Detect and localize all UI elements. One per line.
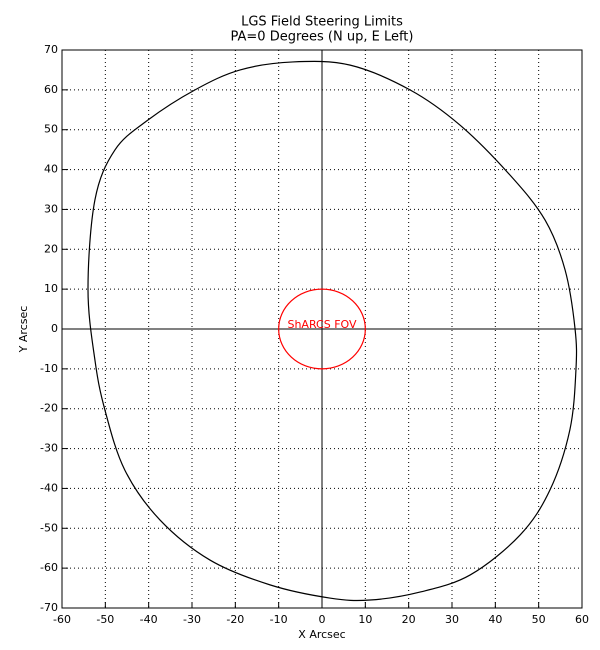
- x-tick-label: 60: [575, 613, 589, 626]
- x-tick-label: 20: [402, 613, 416, 626]
- y-tick-label: 40: [44, 163, 58, 176]
- annotation: ShARCS FOV: [287, 318, 357, 331]
- x-tick-label: 0: [319, 613, 326, 626]
- y-tick-label: -10: [40, 362, 58, 375]
- chart-subtitle: PA=0 Degrees (N up, E Left): [231, 30, 414, 45]
- y-tick-label: 70: [44, 43, 58, 56]
- y-tick-label: 60: [44, 83, 58, 96]
- series-line: [278, 288, 366, 370]
- y-tick-label: 30: [44, 202, 58, 215]
- y-tick-label: -60: [40, 561, 58, 574]
- y-axis-label: Y Arcsec: [17, 306, 30, 354]
- y-tick-label: -30: [40, 442, 58, 455]
- chart-title: LGS Field Steering Limits: [241, 15, 403, 30]
- x-axis-label: X Arcsec: [298, 628, 345, 641]
- y-tick-label: 0: [51, 322, 58, 335]
- x-tick-label: -40: [140, 613, 158, 626]
- series-line: [87, 60, 578, 602]
- x-tick-label: -60: [53, 613, 71, 626]
- x-tick-label: 10: [358, 613, 372, 626]
- y-tick-label: -40: [40, 481, 58, 494]
- y-tick-label: 50: [44, 123, 58, 136]
- x-tick-label: -50: [96, 613, 114, 626]
- x-tick-label: 30: [445, 613, 459, 626]
- y-tick-label: 20: [44, 242, 58, 255]
- y-tick-label: -50: [40, 521, 58, 534]
- x-tick-label: 50: [532, 613, 546, 626]
- x-tick-label: -30: [183, 613, 201, 626]
- x-tick-label: -10: [270, 613, 288, 626]
- x-tick-label: 40: [488, 613, 502, 626]
- x-tick-label: -20: [226, 613, 244, 626]
- y-tick-label: -70: [40, 601, 58, 614]
- y-tick-label: -20: [40, 402, 58, 415]
- y-tick-label: 10: [44, 282, 58, 295]
